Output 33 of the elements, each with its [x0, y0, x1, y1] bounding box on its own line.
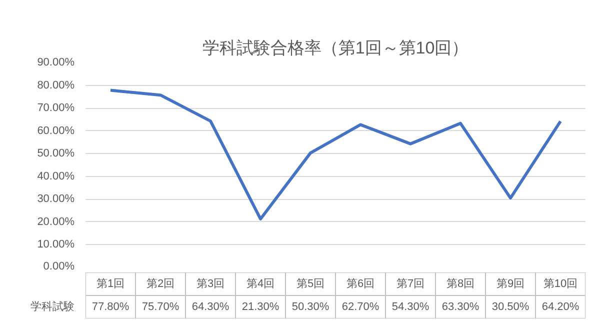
data-label: 50.30% [292, 301, 330, 313]
data-label: 75.70% [142, 301, 180, 313]
x-tick-label: 第10回 [543, 278, 578, 290]
y-tick-label: 20.00% [37, 216, 75, 228]
y-tick-label: 0.00% [43, 260, 75, 272]
data-label: 64.30% [192, 301, 230, 313]
x-tick-label: 第6回 [346, 278, 375, 290]
data-label: 63.30% [442, 301, 480, 313]
data-label: 62.70% [342, 301, 380, 313]
data-label: 77.80% [92, 301, 130, 313]
x-tick-label: 第1回 [96, 278, 125, 290]
y-tick-label: 70.00% [37, 102, 75, 114]
y-tick-label: 60.00% [37, 124, 75, 137]
data-label: 21.30% [242, 301, 280, 313]
y-tick-label: 80.00% [37, 79, 75, 92]
chart-title: 学科試験合格率（第1回～第10回） [202, 38, 469, 58]
y-tick-label: 50.00% [37, 148, 75, 160]
x-tick-label: 第5回 [296, 278, 325, 290]
y-tick-label: 30.00% [37, 193, 75, 206]
x-tick-label: 第9回 [496, 278, 525, 290]
x-tick-label: 第2回 [146, 278, 175, 290]
x-tick-label: 第8回 [446, 278, 475, 290]
x-tick-label: 第7回 [396, 278, 425, 290]
data-label: 64.20% [542, 301, 580, 313]
x-tick-label: 第3回 [196, 278, 225, 290]
y-tick-label: 40.00% [37, 170, 75, 182]
line-series [109, 88, 562, 220]
data-label: 30.50% [492, 301, 530, 313]
x-tick-label: 第4回 [246, 278, 275, 290]
y-tick-label: 10.00% [37, 238, 75, 251]
text: 学科試験 [30, 300, 74, 313]
y-tick-label: 90.00% [37, 56, 75, 68]
data-label: 54.30% [392, 301, 430, 313]
